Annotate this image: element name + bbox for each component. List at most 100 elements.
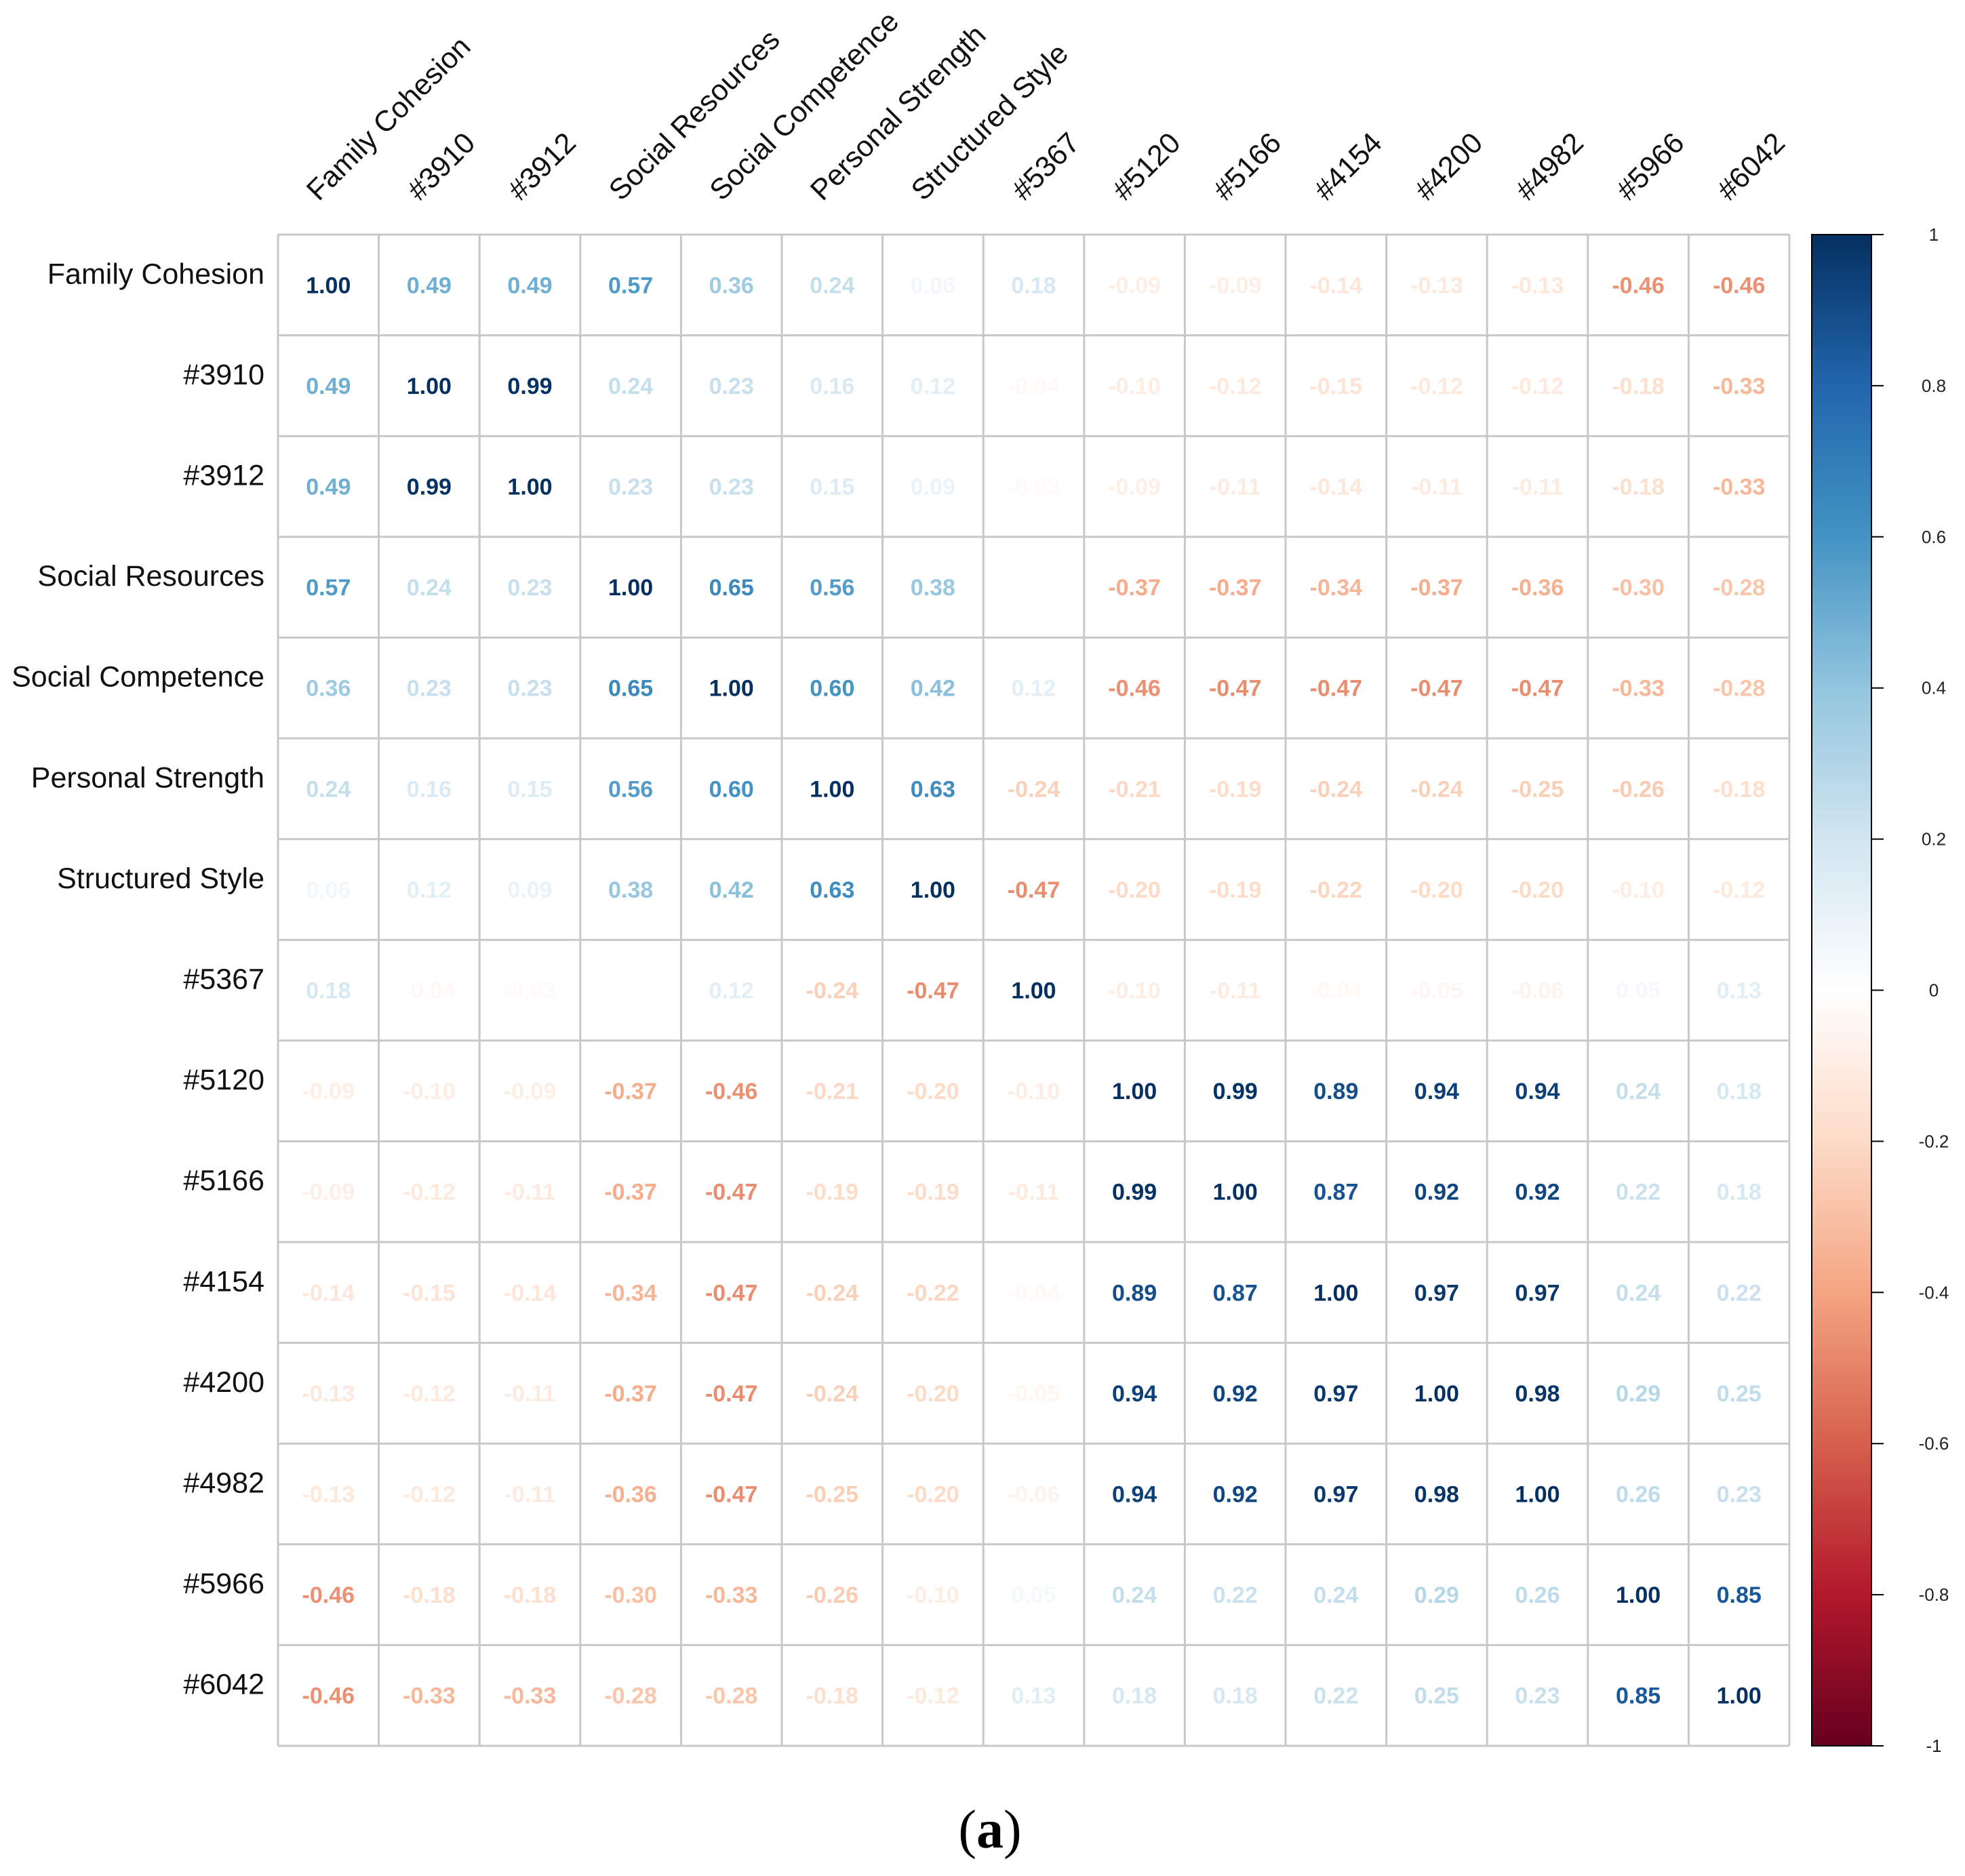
column-label: #5966 bbox=[1610, 127, 1690, 207]
cell-value: -0.28 bbox=[1713, 575, 1766, 601]
row-label: #5367 bbox=[183, 963, 264, 996]
cell-value: -0.30 bbox=[1612, 575, 1665, 601]
colorbar-tick-label: -1 bbox=[1926, 1736, 1941, 1756]
cell-value: -0.18 bbox=[403, 1582, 456, 1608]
cell-value: 0.23 bbox=[1717, 1482, 1762, 1508]
cell-value: 0.15 bbox=[810, 475, 854, 500]
cell-value: 0.24 bbox=[1313, 1582, 1358, 1608]
cell-value: -0.04 bbox=[1008, 1280, 1060, 1306]
cell-value: 0.12 bbox=[1011, 676, 1056, 702]
cell-value: -0.46 bbox=[1108, 676, 1161, 702]
cell-value: 0.97 bbox=[1313, 1482, 1358, 1508]
cell-value: -0.18 bbox=[504, 1582, 557, 1608]
caption-open: ( bbox=[958, 1800, 976, 1860]
cell-value: -0.11 bbox=[1008, 1180, 1060, 1205]
row-label: #5120 bbox=[183, 1064, 264, 1096]
cell-value: 0.98 bbox=[1515, 1381, 1560, 1407]
cell-value: -0.33 bbox=[1713, 374, 1766, 399]
cell-value: -0.20 bbox=[1108, 877, 1161, 903]
cell-value: -0.11 bbox=[1411, 475, 1463, 500]
cell-value: 0.24 bbox=[1616, 1280, 1661, 1306]
cell-value: -0.18 bbox=[1612, 475, 1665, 500]
cell-value: -0.18 bbox=[806, 1683, 859, 1709]
cell-value: 1.00 bbox=[1414, 1381, 1459, 1407]
cell-value: 1.00 bbox=[1616, 1582, 1661, 1608]
cell-value: -0.21 bbox=[806, 1079, 859, 1104]
cell-value: -0.14 bbox=[1310, 475, 1363, 500]
colorbar-gradient bbox=[1811, 234, 1872, 1747]
cell-value: -0.19 bbox=[806, 1180, 859, 1205]
cell-value: 0.23 bbox=[1515, 1683, 1560, 1709]
cell-value: 1.00 bbox=[306, 273, 351, 298]
cell-value: 0.63 bbox=[810, 877, 854, 903]
cell-value: -0.47 bbox=[705, 1280, 758, 1306]
cell-value: -0.36 bbox=[1511, 575, 1564, 601]
cell-value: -0.20 bbox=[1511, 877, 1564, 903]
cell-value: 0.99 bbox=[507, 374, 552, 399]
cell-value: -0.47 bbox=[1511, 676, 1564, 702]
cell-value: 0.06 bbox=[911, 273, 955, 298]
cell-value: 0.42 bbox=[709, 877, 754, 903]
cell-value: -0.09 bbox=[504, 1079, 557, 1104]
cell-value: -0.12 bbox=[403, 1180, 456, 1205]
column-label: #6042 bbox=[1711, 127, 1791, 207]
cell-value: 0.23 bbox=[608, 475, 653, 500]
cell-value: -0.28 bbox=[604, 1683, 657, 1709]
cell-value: 0.24 bbox=[810, 273, 854, 298]
column-label: #4200 bbox=[1409, 127, 1489, 207]
cell-value: -0.20 bbox=[1410, 877, 1463, 903]
cell-value: -0.06 bbox=[1511, 978, 1564, 1004]
cell-value: 0.22 bbox=[1717, 1280, 1762, 1306]
cell-value: -0.46 bbox=[302, 1683, 355, 1709]
row-label: #5166 bbox=[183, 1165, 264, 1197]
cell-value: -0.24 bbox=[806, 1381, 859, 1407]
cell-value: 1.00 bbox=[1112, 1079, 1157, 1104]
cell-value: -0.12 bbox=[1410, 374, 1463, 399]
cell-value: 0.85 bbox=[1717, 1582, 1762, 1608]
cell-value: -0.33 bbox=[1713, 475, 1766, 500]
cell-value: -0.47 bbox=[1410, 676, 1463, 702]
cell-value: -0.33 bbox=[504, 1683, 557, 1709]
colorbar-tick-label: 0.2 bbox=[1922, 829, 1946, 850]
cell-value: 0.29 bbox=[1414, 1582, 1459, 1608]
cell-value: 0.57 bbox=[306, 575, 351, 601]
column-label: Personal Strength bbox=[804, 19, 992, 207]
cell-value: -0.26 bbox=[806, 1582, 859, 1608]
cell-value: 0.25 bbox=[1414, 1683, 1459, 1709]
cell-value: -0.10 bbox=[1108, 374, 1161, 399]
cell-value: 0.63 bbox=[911, 776, 955, 802]
cell-value: 0.23 bbox=[407, 676, 452, 702]
cell-value: -0.37 bbox=[1209, 575, 1262, 601]
cell-value: -0.12 bbox=[403, 1381, 456, 1407]
colorbar: 1 0.8 0.6 0.4 0.2 0 -0.2 -0.4 -0.6 -0.8 -1 bbox=[1811, 224, 1949, 1756]
cell-value: -0.12 bbox=[1713, 877, 1766, 903]
cell-value: -0.18 bbox=[1713, 776, 1766, 802]
cell-value: -0.47 bbox=[907, 978, 959, 1004]
row-label: Family Cohesion bbox=[47, 258, 264, 290]
cell-value: -0.09 bbox=[1209, 273, 1262, 298]
cell-value: -0.26 bbox=[1612, 776, 1665, 802]
cell-value: 0.18 bbox=[1717, 1079, 1762, 1104]
cell-value: -0.47 bbox=[705, 1381, 758, 1407]
row-labels: Family Cohesion #3910 #3912 Social Resource… bbox=[12, 258, 264, 1700]
cell-value: 0.29 bbox=[1616, 1381, 1661, 1407]
cell-value: -0.18 bbox=[1612, 374, 1665, 399]
cell-value: -0.47 bbox=[1008, 877, 1060, 903]
cell-value: -0.46 bbox=[705, 1079, 758, 1104]
column-label: #5367 bbox=[1006, 127, 1086, 207]
cell-value: -0.47 bbox=[705, 1180, 758, 1205]
cell-value: 1.00 bbox=[507, 475, 552, 500]
colorbar-tick-label: -0.6 bbox=[1919, 1433, 1949, 1454]
cell-value: 1.00 bbox=[911, 877, 955, 903]
cell-value: -0.10 bbox=[1008, 1079, 1060, 1104]
row-label: #6042 bbox=[183, 1669, 264, 1701]
colorbar-tick-label: -0.8 bbox=[1919, 1584, 1949, 1605]
cell-value: 0.23 bbox=[507, 676, 552, 702]
row-label: #4982 bbox=[183, 1467, 264, 1500]
cell-value: -0.11 bbox=[504, 1482, 556, 1508]
column-labels: Family Cohesion#3910 #3912 Social Resource… bbox=[300, 5, 1791, 207]
caption-close: ) bbox=[1004, 1800, 1022, 1860]
column-label: Social Competence bbox=[704, 5, 906, 207]
cell-value: -0.11 bbox=[1512, 475, 1564, 500]
cell-value: -0.28 bbox=[1713, 676, 1766, 702]
